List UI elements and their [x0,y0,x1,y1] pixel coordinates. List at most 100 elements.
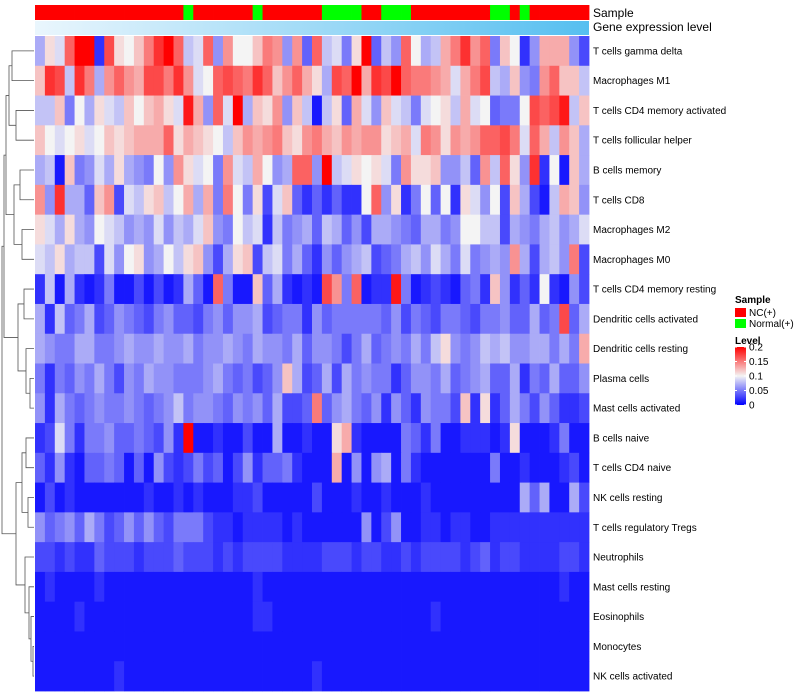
heatmap-cell [262,36,273,67]
dendrogram-branch [1,245,16,535]
heatmap-cell [124,482,135,513]
heatmap-cell [173,363,184,394]
heatmap-cell [35,303,46,335]
heatmap-cell [242,542,254,573]
heatmap-cell [183,571,194,603]
heatmap-cell [331,214,343,245]
heatmap-cell [371,661,382,692]
heatmap-cell [232,661,244,692]
heatmap-cell [519,36,531,67]
heatmap-cell [341,274,352,305]
heatmap-cell [420,482,432,513]
heatmap-cell [569,393,580,424]
sample-annotation-cell [213,5,224,20]
heatmap-cell [292,333,303,364]
heatmap-cell [371,452,382,483]
heatmap-cell [450,244,461,275]
heatmap-cell [490,333,501,364]
heatmap-cell [401,571,412,603]
heatmap-cell [321,423,333,454]
heatmap-cell [351,393,362,424]
heatmap-cell [499,95,511,126]
sample-annotation-cell [579,5,590,20]
heatmap-cell [569,65,580,96]
heatmap-cell [292,36,303,67]
heatmap-cell [470,393,481,424]
heatmap-cell [222,95,234,126]
heatmap-cell [351,274,362,305]
heatmap-cell [124,542,135,573]
heatmap-cell [440,333,451,364]
heatmap-cell [35,363,46,394]
heatmap-cell [173,333,184,364]
heatmap-cell [35,631,46,662]
sample-annotation-cell [450,5,461,20]
heatmap-cell [440,601,451,632]
heatmap-cell [114,363,125,394]
heatmap-cell [64,542,75,573]
heatmap-cell [54,542,66,573]
heatmap-cell [430,125,441,156]
heatmap-cell [282,571,293,603]
heatmap-cell [54,631,66,662]
heatmap-cell [262,363,273,394]
heatmap-cell [312,393,323,424]
heatmap-cell [371,214,382,245]
heatmap-cell [321,244,333,275]
sample-annotation-cell [74,5,85,20]
sample-annotation-cell [381,5,392,20]
heatmap-cell [114,333,125,364]
heatmap-cell [499,65,511,96]
heatmap-cell [183,303,194,335]
sample-annotation-cell [430,5,442,20]
heatmap-cell [193,542,204,573]
sample-annotation-cell [331,5,343,20]
heatmap-cell [401,36,412,67]
heatmap-cell [529,512,540,543]
heatmap-cell [539,274,550,305]
heatmap-cell [222,303,234,335]
heatmap-cell [302,214,313,245]
heatmap-cell [569,95,580,126]
heatmap-cell [104,512,115,543]
heatmap-cell [143,363,155,394]
dendrogram-branch [24,556,34,614]
heatmap-cell [440,95,451,126]
heatmap-cell [143,661,155,692]
heatmap-cell [430,452,441,483]
heatmap-cell [460,65,471,96]
heatmap-cell [163,631,174,662]
heatmap-cell [74,274,85,305]
sample-annotation-cell [193,5,204,20]
heatmap-cell [569,333,580,364]
heatmap-cell [440,274,451,305]
heatmap-cell [44,274,56,305]
heatmap-cell [381,631,392,662]
row-label: Mast cells activated [593,404,680,415]
heatmap-cell [133,512,145,543]
heatmap-cell [302,95,313,126]
heatmap-cell [84,125,95,156]
heatmap-cell [143,452,155,483]
heatmap-cell [44,452,56,483]
heatmap-cell [262,661,273,692]
heatmap-cell [114,36,125,67]
heatmap-cell [371,393,382,424]
heatmap-cell [549,631,560,662]
heatmap-cell [460,95,471,126]
heatmap-cell [499,155,511,186]
heatmap-cell [44,303,56,335]
legend-label-nc: NC(+) [749,308,776,319]
heatmap-cell [559,303,570,335]
heatmap-cell [321,303,333,335]
sample-annotation-cell [124,5,135,20]
heatmap-cell [302,631,313,662]
heatmap-cell [292,601,303,632]
heatmap-cell [460,155,471,186]
heatmap-cell [361,601,372,632]
heatmap-cell [242,601,254,632]
sample-annotation-cell [252,5,263,20]
heatmap-cell [559,244,570,275]
heatmap-cell [321,452,333,483]
heatmap-cell [401,482,412,513]
